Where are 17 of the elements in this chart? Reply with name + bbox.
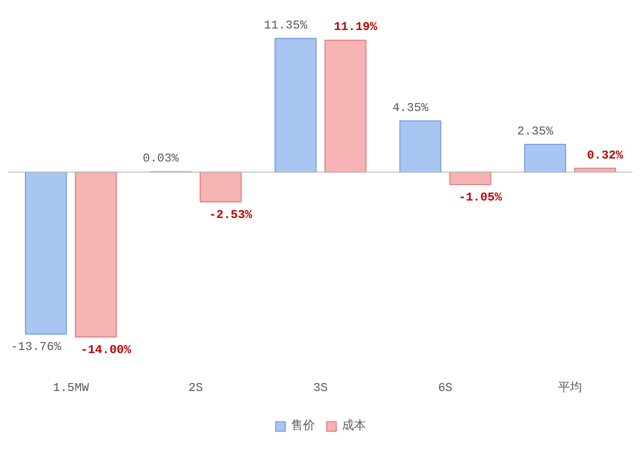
data-label: 11.19%	[334, 20, 378, 34]
legend-label: 售价	[291, 417, 315, 434]
data-label: 11.35%	[264, 18, 308, 32]
x-tick-label: 平均	[558, 380, 582, 395]
legend-label: 成本	[342, 417, 366, 434]
data-label: -13.76%	[10, 340, 62, 354]
x-tick-label: 1.5MW	[52, 380, 90, 395]
data-label: 0.03%	[142, 152, 180, 166]
data-label: -1.05%	[458, 190, 503, 204]
data-label: 2.35%	[517, 124, 554, 138]
x-tick-label: 3S	[313, 380, 328, 395]
x-tick-label: 2S	[188, 380, 203, 395]
x-tick-label: 6S	[438, 380, 453, 395]
data-label: -14.00%	[80, 342, 132, 357]
data-label: -2.53%	[209, 208, 254, 222]
data-label: 4.35%	[392, 100, 430, 115]
data-label: 0.32%	[587, 148, 624, 162]
